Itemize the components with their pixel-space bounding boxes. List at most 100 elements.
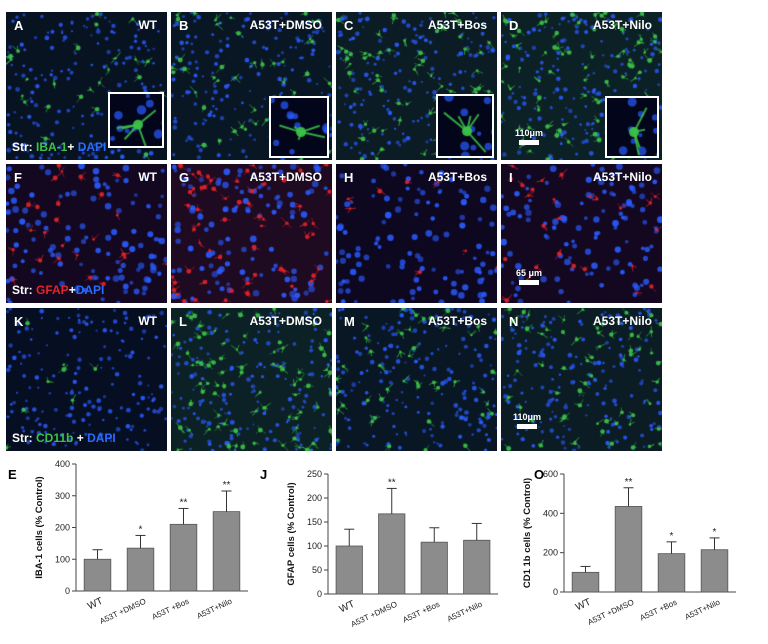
- micrograph-k: K WT Str: CD11b + DAPI: [6, 308, 167, 451]
- condition-label: A53T+Nilo: [592, 314, 652, 328]
- y-tick-label: 0: [553, 587, 558, 597]
- y-tick-label: 250: [307, 469, 322, 479]
- y-tick-label: 200: [307, 493, 322, 503]
- scale-bar-label: 110μm: [514, 128, 544, 138]
- chart-e: E 0 100 200 300 400 IBA-1 cells (% Control) WT…: [0, 455, 260, 644]
- panel-letter: F: [14, 170, 22, 185]
- micrograph-image: [6, 164, 167, 303]
- x-tick-label: A53T +Bos: [401, 600, 441, 625]
- micrograph-image: [6, 308, 167, 451]
- condition-label: A53T+Bos: [427, 170, 487, 184]
- panel-letter: H: [344, 170, 354, 185]
- x-tick-label: WT: [574, 597, 593, 614]
- significance-label: *: [139, 524, 143, 535]
- bar: [420, 541, 448, 595]
- y-tick-label: 50: [312, 565, 322, 575]
- x-tick-label: A53T+Nilo: [446, 599, 484, 623]
- inset-zoom: [605, 96, 659, 158]
- scale-bar: 110μm: [509, 412, 545, 429]
- y-tick-label: 200: [543, 548, 558, 558]
- panel-letter: N: [509, 314, 519, 329]
- condition-label: A53T+DMSO: [249, 18, 322, 32]
- inset-image: [607, 98, 657, 156]
- condition-label: WT: [138, 170, 157, 184]
- y-tick-label: 400: [55, 459, 70, 469]
- x-tick-label: A53T +DMSO: [586, 598, 635, 627]
- panel-letter: C: [344, 18, 354, 33]
- condition-label: A53T+Nilo: [592, 18, 652, 32]
- panel-letter: K: [14, 314, 24, 329]
- panel-letter: D: [509, 18, 519, 33]
- inset-zoom: [436, 94, 494, 158]
- panel-letter: L: [179, 314, 187, 329]
- inset-image: [110, 94, 162, 146]
- x-tick-label: A53T+Nilo: [683, 597, 721, 621]
- panel-letter: B: [179, 18, 189, 33]
- condition-label: A53T+DMSO: [249, 170, 322, 184]
- x-tick-label: A53T +Bos: [151, 597, 191, 622]
- condition-label: WT: [138, 314, 157, 328]
- scale-bar-line: [519, 140, 539, 145]
- y-tick-label: 300: [55, 491, 70, 501]
- stain-legend: Str: GFAP+DAPI: [12, 283, 105, 297]
- y-axis-label: CD1 1b cells (% Control): [522, 478, 533, 588]
- significance-label: *: [713, 527, 717, 538]
- bar: [126, 547, 155, 592]
- micrograph-n: N A53T+Nilo 110μm: [501, 308, 662, 451]
- chart-letter: O: [534, 467, 545, 482]
- y-tick-label: 400: [543, 508, 558, 518]
- micrograph-image: [501, 308, 662, 451]
- chart-letter: J: [260, 467, 268, 482]
- y-tick-label: 600: [543, 469, 558, 479]
- micrograph-b: B A53T+DMSO: [171, 12, 332, 160]
- panel-letter: A: [14, 18, 24, 33]
- x-tick-label: WT: [86, 596, 105, 613]
- panel-letter: I: [509, 170, 513, 185]
- significance-label: *: [670, 531, 674, 542]
- scale-bar: 65 μm: [511, 268, 547, 285]
- inset-image: [438, 96, 492, 156]
- scale-bar-line: [519, 280, 539, 285]
- micrograph-d: D A53T+Nilo 110μm: [501, 12, 662, 160]
- condition-label: A53T+Bos: [427, 314, 487, 328]
- micrograph-image: [171, 308, 332, 451]
- significance-label: **: [625, 477, 633, 488]
- x-tick-label: WT: [338, 599, 357, 616]
- micrograph-m: M A53T+Bos: [336, 308, 497, 451]
- micrograph-image: [501, 164, 662, 303]
- y-tick-label: 150: [307, 517, 322, 527]
- y-tick-label: 0: [65, 586, 70, 596]
- condition-label: A53T+Nilo: [592, 170, 652, 184]
- condition-label: A53T+Bos: [427, 18, 487, 32]
- x-tick-label: A53T+Nilo: [195, 596, 233, 620]
- bar: [614, 506, 643, 593]
- scale-bar-label: 65 μm: [515, 268, 543, 278]
- y-tick-label: 100: [55, 554, 70, 564]
- micrograph-i: I A53T+Nilo 65 μm: [501, 164, 662, 303]
- stain-legend: Str: IBA-1+ DAPI: [12, 140, 107, 154]
- inset-zoom: [269, 96, 329, 158]
- micrograph-image: [171, 164, 332, 303]
- y-tick-label: 0: [317, 589, 322, 599]
- micrograph-l: L A53T+DMSO: [171, 308, 332, 451]
- x-tick-label: A53T +DMSO: [350, 600, 399, 629]
- micrograph-image: [336, 308, 497, 451]
- bar: [571, 571, 600, 593]
- micrograph-a: A WT Str: IBA-1+ DAPI: [6, 12, 167, 160]
- chart-letter: E: [8, 467, 17, 482]
- bar: [83, 558, 112, 592]
- chart-j: J 0 50 100 150 200 250 GFAP cells (% Control) W…: [258, 455, 508, 644]
- bar: [212, 511, 241, 592]
- panel-letter: G: [179, 170, 190, 185]
- micrograph-c: C A53T+Bos: [336, 12, 497, 160]
- stain-legend: Str: CD11b + DAPI: [12, 431, 116, 445]
- significance-label: **: [180, 497, 188, 508]
- y-axis-label: IBA-1 cells (% Control): [34, 476, 45, 578]
- y-axis-label: GFAP cells (% Control): [286, 482, 297, 585]
- significance-label: **: [388, 477, 396, 488]
- y-tick-label: 200: [55, 523, 70, 533]
- condition-label: A53T+DMSO: [249, 314, 322, 328]
- x-tick-label: A53T +Bos: [639, 598, 679, 623]
- scale-bar-label: 110μm: [512, 412, 542, 422]
- scale-bar: 110μm: [511, 128, 547, 145]
